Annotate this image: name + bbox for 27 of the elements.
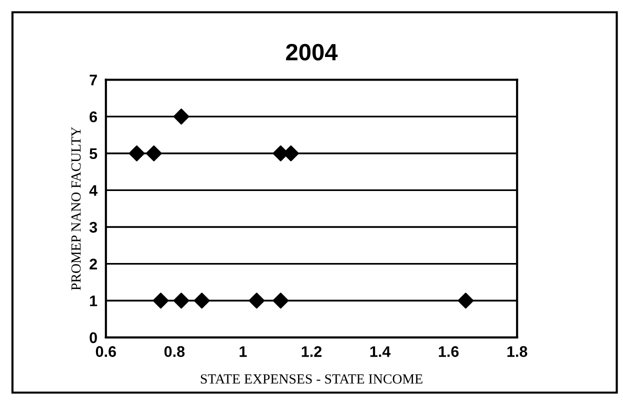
chart-title: 2004	[286, 44, 338, 61]
y-tick-label: 1	[90, 296, 98, 306]
y-tick-label: 7	[90, 74, 97, 86]
point	[146, 145, 162, 162]
y-tick-label: 0	[90, 332, 97, 344]
x-axis-title: STATE EXPENSES - STATE INCOME	[200, 374, 422, 384]
y-tick-label: 2	[90, 258, 97, 270]
x-tick-label: 1	[240, 346, 247, 357]
x-tick-label: 1.6	[438, 346, 459, 357]
x-tick-label: 1.4	[370, 346, 391, 357]
point	[194, 292, 210, 309]
x-tick-label: 1.8	[507, 346, 528, 357]
x-tick-label: 1.2	[302, 346, 322, 357]
y-tick-label: 5	[90, 148, 98, 160]
x-tick-label: 0.6	[96, 346, 116, 357]
point	[128, 145, 145, 162]
y-tick-label: 3	[89, 222, 98, 233]
y-tick-label: 4	[89, 185, 98, 196]
y-axis-title: PROMEP NANO FACULTY	[71, 127, 81, 290]
x-tick-label: 0.8	[164, 346, 185, 357]
y-tick-label: 6	[90, 111, 98, 122]
point	[152, 292, 169, 309]
point	[173, 292, 190, 309]
point	[272, 292, 289, 309]
point	[173, 108, 190, 125]
point	[458, 292, 474, 309]
point	[248, 292, 265, 309]
